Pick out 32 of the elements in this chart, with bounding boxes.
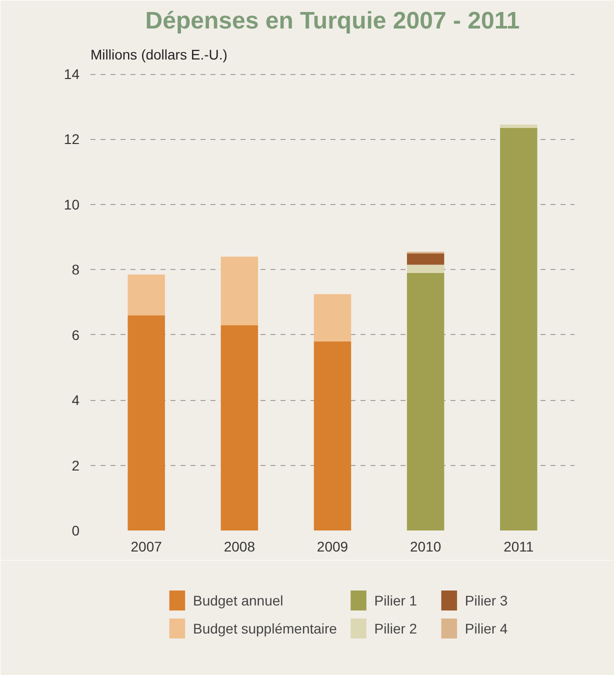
bar bbox=[128, 315, 165, 530]
bar bbox=[128, 274, 165, 316]
y-tick-label: 2 bbox=[72, 457, 80, 474]
y-tick-label: 10 bbox=[64, 196, 80, 212]
legend-label: Pilier 1 bbox=[374, 592, 418, 608]
bar bbox=[406, 264, 444, 273]
chart-title: Dépenses en Turquie 2007 - 2011 bbox=[145, 8, 520, 34]
x-tick-label: 2007 bbox=[130, 538, 162, 554]
bar bbox=[220, 325, 258, 530]
y-axis-title: Millions (dollars E.-U.) bbox=[90, 46, 228, 62]
legend-label: Pilier 2 bbox=[374, 620, 418, 636]
bar bbox=[500, 128, 538, 530]
x-tick-label: 2008 bbox=[224, 538, 256, 554]
x-tick-label: 2010 bbox=[410, 538, 442, 554]
bar bbox=[314, 294, 352, 342]
x-tick-label: 2009 bbox=[316, 538, 348, 554]
y-tick-label: 14 bbox=[64, 66, 80, 82]
bar bbox=[500, 124, 538, 128]
bar bbox=[314, 341, 352, 530]
bar bbox=[406, 253, 444, 265]
bar bbox=[220, 256, 258, 326]
legend-label: Pilier 3 bbox=[464, 592, 508, 608]
x-tick-label: 2011 bbox=[504, 538, 534, 554]
y-tick-label: 8 bbox=[72, 262, 80, 278]
legend-label: Budget annuel bbox=[192, 592, 284, 608]
legend-label: Pilier 4 bbox=[464, 620, 508, 636]
y-tick-label: 4 bbox=[72, 392, 80, 408]
bar bbox=[406, 272, 444, 530]
legend-label: Budget supplémentaire bbox=[192, 620, 338, 636]
y-tick-label: 0 bbox=[72, 522, 80, 538]
y-tick-label: 6 bbox=[72, 326, 80, 343]
y-tick-label: 12 bbox=[64, 131, 80, 148]
